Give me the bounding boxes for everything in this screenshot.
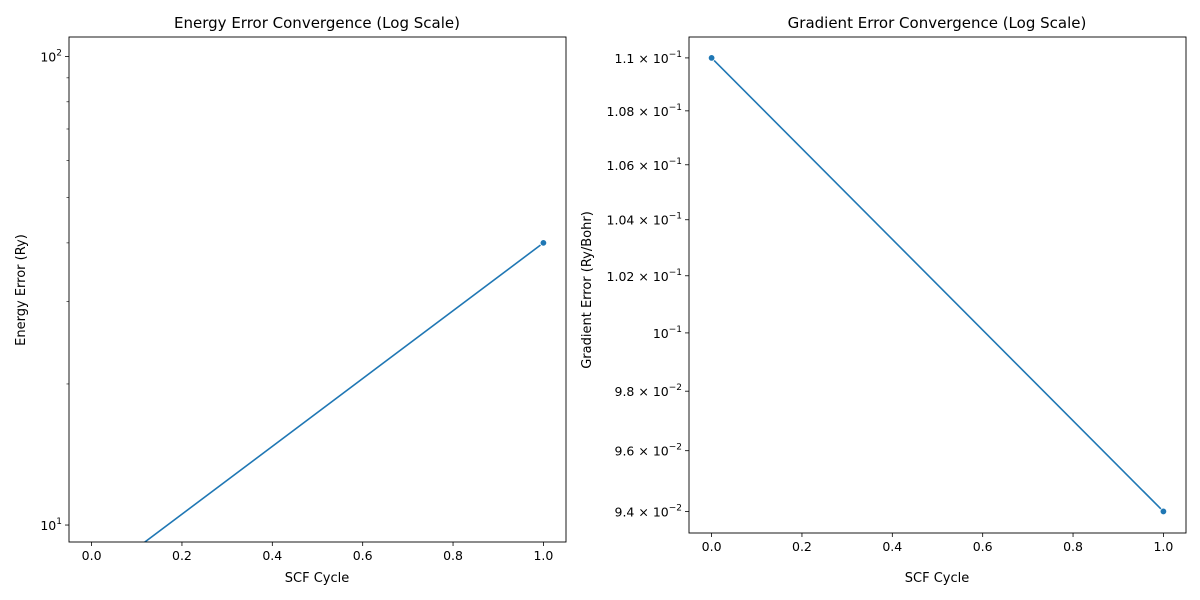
series-line (143, 242, 544, 542)
series-line (711, 57, 1164, 512)
x-tick-label: 1.0 (533, 548, 553, 563)
x-axis-label: SCF Cycle (905, 571, 969, 586)
plot-frame (68, 36, 567, 543)
chart-title: Energy Error Convergence (Log Scale) (174, 14, 460, 32)
plot-area: 0.0 0.2 0.4 0.6 0.8 1.0 9.4 × 10−2 9.6 × 10−2 9.… (607, 36, 1187, 554)
y-axis-label: Energy Error (Ry) (14, 234, 29, 346)
x-tick-label: 0.6 (353, 548, 373, 563)
x-tick-label: 0.8 (443, 548, 463, 563)
y-tick-label: 1.02 × 10−1 (607, 268, 682, 284)
x-tick-label: 1.0 (1153, 539, 1173, 554)
x-axis-label: SCF Cycle (285, 571, 349, 586)
y-tick-label: 9.4 × 10−2 (615, 503, 683, 519)
plot-area: 0.0 0.2 0.4 0.6 0.8 1.0 101 102 (40, 36, 567, 563)
plot-frame (688, 36, 1187, 534)
x-tick-label: 0.6 (973, 539, 993, 554)
x-tick-label: 0.2 (792, 539, 812, 554)
x-tick-label: 0.0 (702, 539, 722, 554)
y-tick-label: 10−1 (653, 325, 682, 341)
energy-error-chart: Energy Error Convergence (Log Scale) SCF… (14, 14, 567, 586)
x-tick-label: 0.8 (1063, 539, 1083, 554)
x-tick-label: 0.4 (262, 548, 282, 563)
x-tick-label: 0.0 (82, 548, 102, 563)
y-tick-label: 1.04 × 10−1 (607, 212, 682, 228)
data-point (539, 239, 548, 247)
data-point (1159, 507, 1168, 516)
y-tick-label: 9.6 × 10−2 (615, 443, 683, 459)
y-tick-label: 9.8 × 10−2 (615, 383, 683, 399)
y-axis-label: Gradient Error (Ry/Bohr) (580, 211, 595, 369)
y-tick-label: 1.06 × 10−1 (607, 157, 682, 173)
x-tick-label: 0.2 (172, 548, 192, 563)
y-tick-label: 101 (40, 517, 62, 533)
data-point (707, 54, 716, 62)
gradient-error-chart: Gradient Error Convergence (Log Scale) S… (580, 14, 1187, 586)
x-tick-label: 0.4 (882, 539, 902, 554)
y-tick-label: 102 (40, 48, 62, 64)
y-tick-label: 1.08 × 10−1 (607, 103, 682, 119)
chart-title: Gradient Error Convergence (Log Scale) (788, 14, 1087, 32)
y-tick-label: 1.1 × 10−1 (615, 50, 683, 66)
